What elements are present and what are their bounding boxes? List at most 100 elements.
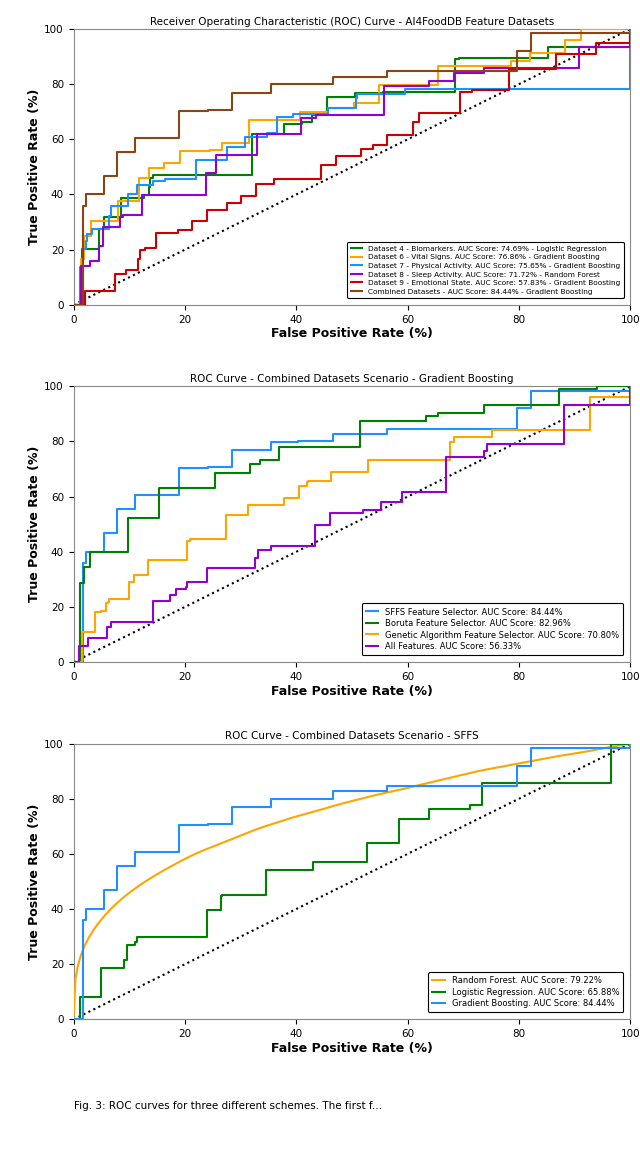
Dataset 7 - Physical Activity. AUC Score: 75.65% - Gradient Boosting: (50.7, 75): 75.65% - Gradient Boosting: (50.7, 75) <box>352 90 360 104</box>
Logistic Regression. AUC Score: 65.88%: (12.3, 29.8): 65.88%: (12.3, 29.8) <box>138 931 146 945</box>
All Features. AUC Score: 56.33%: (59, 61.7): 56.33%: (59, 61.7) <box>398 484 406 498</box>
Dataset 8 - Sleep Activity. AUC Score: 71.72% - Random Forest: (1.36, 14): 71.72% - Random Forest: (1.36, 14) <box>77 260 85 274</box>
Logistic Regression. AUC Score: 65.88%: (1.25, 7.99): 65.88%: (1.25, 7.99) <box>77 991 84 1005</box>
Dataset 8 - Sleep Activity. AUC Score: 71.72% - Random Forest: (40.9, 67.6): 71.72% - Random Forest: (40.9, 67.6) <box>298 111 305 125</box>
Line: Dataset 4 - Biomarkers. AUC Score: 74.69% - Logistic Regression: Dataset 4 - Biomarkers. AUC Score: 74.69… <box>74 29 630 305</box>
Dataset 8 - Sleep Activity. AUC Score: 71.72% - Random Forest: (72.1, 84): 71.72% - Random Forest: (72.1, 84) <box>471 66 479 80</box>
Dataset 4 - Biomarkers. AUC Score: 74.69% - Logistic Regression: (10.8, 38.6): 74.69% - Logistic Regression: (10.8, 38.… <box>130 191 138 205</box>
Dataset 4 - Biomarkers. AUC Score: 74.69% - Logistic Regression: (1.52, 20.3): 74.69% - Logistic Regression: (1.52, 20.… <box>78 242 86 256</box>
Dataset 4 - Biomarkers. AUC Score: 74.69% - Logistic Regression: (47.6, 75.4): 74.69% - Logistic Regression: (47.6, 75.… <box>335 90 342 104</box>
SFFS Feature Selector. AUC Score: 84.44%: (40.3, 80): 84.44%: (40.3, 80) <box>294 435 301 449</box>
Dataset 6 - Vital Signs. AUC Score: 76.86% - Gradient Boosting: (25, 56): 76.86% - Gradient Boosting: (25, 56) <box>209 144 217 158</box>
Dataset 9 - Emotional State. AUC Score: 57.83% - Gradient Boosting: (2.79, 4.91): 57.83% - Gradient Boosting: (2.79, 4.91) <box>85 284 93 298</box>
All Features. AUC Score: 56.33%: (7.34, 14.4): 56.33%: (7.34, 14.4) <box>111 615 118 629</box>
All Features. AUC Score: 56.33%: (24.8, 34.1): 56.33%: (24.8, 34.1) <box>208 561 216 575</box>
Dataset 4 - Biomarkers. AUC Score: 74.69% - Logistic Regression: (12.7, 39.8): 74.69% - Logistic Regression: (12.7, 39.… <box>141 188 148 202</box>
Genetic Algorithm Feature Selector. AUC Score: 70.80%: (1.49, 10.7): 70.80%: (1.49, 10.7) <box>78 626 86 640</box>
Dataset 4 - Biomarkers. AUC Score: 74.69% - Logistic Regression: (14.3, 47): 74.69% - Logistic Regression: (14.3, 47) <box>149 168 157 182</box>
All Features. AUC Score: 56.33%: (5.91, 12.7): 56.33%: (5.91, 12.7) <box>102 620 110 634</box>
Dataset 7 - Physical Activity. AUC Score: 75.65% - Gradient Boosting: (40, 69.4): 75.65% - Gradient Boosting: (40, 69.4) <box>292 107 300 121</box>
Title: Receiver Operating Characteristic (ROC) Curve - AI4FoodDB Feature Datasets: Receiver Operating Characteristic (ROC) … <box>150 17 554 27</box>
All Features. AUC Score: 56.33%: (25.7, 34.1): 56.33%: (25.7, 34.1) <box>213 561 221 575</box>
SFFS Feature Selector. AUC Score: 84.44%: (56.3, 84.7): 84.44%: (56.3, 84.7) <box>383 422 391 436</box>
Dataset 7 - Physical Activity. AUC Score: 75.65% - Gradient Boosting: (1.77, 20.2): 75.65% - Gradient Boosting: (1.77, 20.2) <box>79 242 87 256</box>
Dataset 8 - Sleep Activity. AUC Score: 71.72% - Random Forest: (27.1, 54.2): 71.72% - Random Forest: (27.1, 54.2) <box>220 148 228 162</box>
Genetic Algorithm Feature Selector. AUC Score: 70.80%: (32.3, 56.9): 70.80%: (32.3, 56.9) <box>250 498 257 512</box>
Dataset 4 - Biomarkers. AUC Score: 74.69% - Logistic Regression: (48.8, 75.4): 74.69% - Logistic Regression: (48.8, 75.… <box>342 90 349 104</box>
Boruta Feature Selector. AUC Score: 82.96%: (27.1, 68.6): 82.96%: (27.1, 68.6) <box>221 466 228 480</box>
Boruta Feature Selector. AUC Score: 82.96%: (9.85, 52.1): 82.96%: (9.85, 52.1) <box>125 511 132 525</box>
Logistic Regression. AUC Score: 65.88%: (4.95, 18.5): 65.88%: (4.95, 18.5) <box>97 961 105 975</box>
X-axis label: False Positive Rate (%): False Positive Rate (%) <box>271 1042 433 1055</box>
All Features. AUC Score: 56.33%: (51.9, 55.3): 56.33%: (51.9, 55.3) <box>358 503 366 517</box>
SFFS Feature Selector. AUC Score: 84.44%: (2.25, 40): 84.44%: (2.25, 40) <box>83 545 90 559</box>
Dataset 9 - Emotional State. AUC Score: 57.83% - Gradient Boosting: (11.9, 20): 57.83% - Gradient Boosting: (11.9, 20) <box>136 242 144 256</box>
Combined Datasets - AUC Score: 84.44% - Gradient Boosting: (100, 100): 84.44% - Gradient Boosting: (100, 100) <box>627 22 634 36</box>
Dataset 7 - Physical Activity. AUC Score: 75.65% - Gradient Boosting: (22, 52.6): 75.65% - Gradient Boosting: (22, 52.6) <box>193 153 200 167</box>
Random Forest. AUC Score: 79.22%: (0, 0): 79.22%: (0, 0) <box>70 1013 77 1027</box>
Logistic Regression. AUC Score: 65.88%: (63.9, 76.1): 65.88%: (63.9, 76.1) <box>426 802 433 816</box>
Dataset 4 - Biomarkers. AUC Score: 74.69% - Logistic Regression: (41, 66.4): 74.69% - Logistic Regression: (41, 66.4) <box>298 115 305 129</box>
Boruta Feature Selector. AUC Score: 82.96%: (33.5, 73.2): 82.96%: (33.5, 73.2) <box>257 453 264 467</box>
Dataset 7 - Physical Activity. AUC Score: 75.65% - Gradient Boosting: (8.24, 35.9): 75.65% - Gradient Boosting: (8.24, 35.9) <box>116 198 124 212</box>
Combined Datasets - AUC Score: 84.44% - Gradient Boosting: (35.4, 79.9): 84.44% - Gradient Boosting: (35.4, 79.9) <box>267 78 275 92</box>
Dataset 7 - Physical Activity. AUC Score: 75.65% - Gradient Boosting: (100, 100): 75.65% - Gradient Boosting: (100, 100) <box>627 22 634 36</box>
Dataset 8 - Sleep Activity. AUC Score: 71.72% - Random Forest: (8.94, 32.7): 71.72% - Random Forest: (8.94, 32.7) <box>120 207 127 221</box>
Random Forest. AUC Score: 79.22%: (0.334, 14.7): 79.22%: (0.334, 14.7) <box>72 972 79 986</box>
Genetic Algorithm Feature Selector. AUC Score: 70.80%: (27.4, 53.4): 70.80%: (27.4, 53.4) <box>223 508 230 522</box>
Dataset 9 - Emotional State. AUC Score: 57.83% - Gradient Boosting: (44.5, 50.7): 57.83% - Gradient Boosting: (44.5, 50.7) <box>317 158 325 172</box>
All Features. AUC Score: 56.33%: (33.1, 40.5): 56.33%: (33.1, 40.5) <box>254 544 262 557</box>
Logistic Regression. AUC Score: 65.88%: (100, 100): 65.88%: (100, 100) <box>627 737 634 751</box>
Dataset 6 - Vital Signs. AUC Score: 76.86% - Gradient Boosting: (24.6, 56): 76.86% - Gradient Boosting: (24.6, 56) <box>207 144 214 158</box>
Dataset 9 - Emotional State. AUC Score: 57.83% - Gradient Boosting: (36, 45.5): 57.83% - Gradient Boosting: (36, 45.5) <box>271 173 278 187</box>
Dataset 9 - Emotional State. AUC Score: 57.83% - Gradient Boosting: (37.7, 45.5): 57.83% - Gradient Boosting: (37.7, 45.5) <box>280 173 287 187</box>
Dataset 4 - Biomarkers. AUC Score: 74.69% - Logistic Regression: (5.47, 31.9): 74.69% - Logistic Regression: (5.47, 31.… <box>100 210 108 224</box>
Dataset 7 - Physical Activity. AUC Score: 75.65% - Gradient Boosting: (16.4, 45.6): 75.65% - Gradient Boosting: (16.4, 45.6) <box>161 173 169 187</box>
All Features. AUC Score: 56.33%: (88, 93.2): 56.33%: (88, 93.2) <box>560 398 568 411</box>
Y-axis label: True Positive Rate (%): True Positive Rate (%) <box>28 89 42 245</box>
Combined Datasets - AUC Score: 84.44% - Gradient Boosting: (18.8, 70.3): 84.44% - Gradient Boosting: (18.8, 70.3) <box>175 104 182 118</box>
Text: Fig. 3: ROC curves for three different schemes. The first f...: Fig. 3: ROC curves for three different s… <box>74 1101 381 1110</box>
Dataset 6 - Vital Signs. AUC Score: 76.86% - Gradient Boosting: (3.18, 30.3): 76.86% - Gradient Boosting: (3.18, 30.3) <box>88 214 95 228</box>
SFFS Feature Selector. AUC Score: 84.44%: (20.8, 70.3): 84.44%: (20.8, 70.3) <box>186 461 193 475</box>
Dataset 9 - Emotional State. AUC Score: 57.83% - Gradient Boosting: (0, 0): 57.83% - Gradient Boosting: (0, 0) <box>70 298 77 312</box>
Random Forest. AUC Score: 79.22%: (59.2, 83.5): 79.22%: (59.2, 83.5) <box>399 782 407 796</box>
Boruta Feature Selector. AUC Score: 82.96%: (1.84, 34.6): 82.96%: (1.84, 34.6) <box>80 560 88 574</box>
Dataset 9 - Emotional State. AUC Score: 57.83% - Gradient Boosting: (78.1, 85.4): 57.83% - Gradient Boosting: (78.1, 85.4) <box>505 63 513 76</box>
Dataset 9 - Emotional State. AUC Score: 57.83% - Gradient Boosting: (31.6, 39.5): 57.83% - Gradient Boosting: (31.6, 39.5) <box>246 189 253 203</box>
Boruta Feature Selector. AUC Score: 82.96%: (51.5, 87.4): 82.96%: (51.5, 87.4) <box>356 414 364 428</box>
Line: Dataset 6 - Vital Signs. AUC Score: 76.86% - Gradient Boosting: Dataset 6 - Vital Signs. AUC Score: 76.8… <box>74 29 630 305</box>
Gradient Boosting. AUC Score: 84.44%: (24.2, 70.7): 84.44%: (24.2, 70.7) <box>205 817 212 831</box>
Combined Datasets - AUC Score: 84.44% - Gradient Boosting: (2.25, 40): 84.44% - Gradient Boosting: (2.25, 40) <box>83 188 90 202</box>
SFFS Feature Selector. AUC Score: 84.44%: (28.4, 77): 84.44%: (28.4, 77) <box>228 443 236 457</box>
Line: Genetic Algorithm Feature Selector. AUC Score: 70.80%: Genetic Algorithm Feature Selector. AUC … <box>74 386 630 662</box>
Genetic Algorithm Feature Selector. AUC Score: 70.80%: (0, 0): 70.80%: (0, 0) <box>70 655 77 669</box>
Genetic Algorithm Feature Selector. AUC Score: 70.80%: (51.1, 68.9): 70.80%: (51.1, 68.9) <box>354 465 362 479</box>
Genetic Algorithm Feature Selector. AUC Score: 70.80%: (10.9, 31.6): 70.80%: (10.9, 31.6) <box>131 568 138 582</box>
Dataset 7 - Physical Activity. AUC Score: 75.65% - Gradient Boosting: (14.3, 44.9): 75.65% - Gradient Boosting: (14.3, 44.9) <box>149 174 157 188</box>
Combined Datasets - AUC Score: 84.44% - Gradient Boosting: (56.3, 84.7): 84.44% - Gradient Boosting: (56.3, 84.7) <box>383 65 391 79</box>
Logistic Regression. AUC Score: 65.88%: (1.24, 7.99): 65.88%: (1.24, 7.99) <box>77 991 84 1005</box>
Legend: Dataset 4 - Biomarkers. AUC Score: 74.69% - Logistic Regression, Dataset 6 - Vit: Dataset 4 - Biomarkers. AUC Score: 74.69… <box>348 242 624 298</box>
Gradient Boosting. AUC Score: 84.44%: (2.25, 40): 84.44%: (2.25, 40) <box>83 902 90 916</box>
Genetic Algorithm Feature Selector. AUC Score: 70.80%: (3.8, 18.3): 70.80%: (3.8, 18.3) <box>91 605 99 619</box>
Dataset 9 - Emotional State. AUC Score: 57.83% - Gradient Boosting: (18.7, 27): 57.83% - Gradient Boosting: (18.7, 27) <box>174 224 182 238</box>
Boruta Feature Selector. AUC Score: 82.96%: (2.96, 39.9): 82.96%: (2.96, 39.9) <box>86 545 94 559</box>
Dataset 4 - Biomarkers. AUC Score: 74.69% - Logistic Regression: (50.6, 76.7): 74.69% - Logistic Regression: (50.6, 76.… <box>351 87 359 101</box>
Dataset 9 - Emotional State. AUC Score: 57.83% - Gradient Boosting: (47.2, 54): 57.83% - Gradient Boosting: (47.2, 54) <box>333 148 340 162</box>
Gradient Boosting. AUC Score: 84.44%: (100, 100): 84.44%: (100, 100) <box>627 737 634 751</box>
Boruta Feature Selector. AUC Score: 82.96%: (73.6, 93.1): 82.96%: (73.6, 93.1) <box>480 399 488 413</box>
Dataset 9 - Emotional State. AUC Score: 57.83% - Gradient Boosting: (69.3, 77.1): 57.83% - Gradient Boosting: (69.3, 77.1) <box>456 86 463 100</box>
Dataset 8 - Sleep Activity. AUC Score: 71.72% - Random Forest: (8.79, 32.7): 71.72% - Random Forest: (8.79, 32.7) <box>118 207 126 221</box>
Dataset 9 - Emotional State. AUC Score: 57.83% - Gradient Boosting: (21.3, 30.6): 57.83% - Gradient Boosting: (21.3, 30.6) <box>188 213 196 227</box>
Dataset 4 - Biomarkers. AUC Score: 74.69% - Logistic Regression: (45.5, 75.4): 74.69% - Logistic Regression: (45.5, 75.… <box>323 90 331 104</box>
Boruta Feature Selector. AUC Score: 82.96%: (100, 100): 82.96%: (100, 100) <box>627 379 634 393</box>
All Features. AUC Score: 56.33%: (20.2, 27.1): 56.33%: (20.2, 27.1) <box>182 581 190 595</box>
SFFS Feature Selector. AUC Score: 84.44%: (5.49, 46.8): 84.44%: (5.49, 46.8) <box>100 526 108 540</box>
Dataset 9 - Emotional State. AUC Score: 57.83% - Gradient Boosting: (86.6, 91.1): 57.83% - Gradient Boosting: (86.6, 91.1) <box>552 46 559 60</box>
Gradient Boosting. AUC Score: 84.44%: (0, 0): 84.44%: (0, 0) <box>70 1013 77 1027</box>
Gradient Boosting. AUC Score: 84.44%: (35.4, 79.9): 84.44%: (35.4, 79.9) <box>267 792 275 806</box>
Logistic Regression. AUC Score: 65.88%: (73.4, 85.5): 65.88%: (73.4, 85.5) <box>479 777 486 790</box>
All Features. AUC Score: 56.33%: (32.6, 37.8): 56.33%: (32.6, 37.8) <box>252 551 259 564</box>
Logistic Regression. AUC Score: 65.88%: (62.8, 72.6): 65.88%: (62.8, 72.6) <box>419 812 427 826</box>
